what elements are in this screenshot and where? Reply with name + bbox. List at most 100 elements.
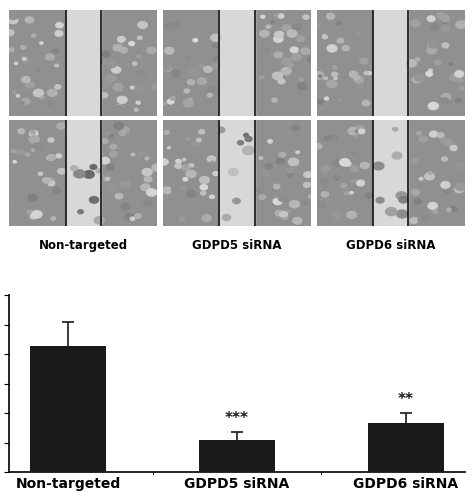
- Circle shape: [334, 77, 337, 80]
- Circle shape: [210, 45, 215, 49]
- Circle shape: [186, 170, 196, 178]
- Circle shape: [199, 130, 205, 134]
- Circle shape: [362, 100, 370, 106]
- Circle shape: [29, 136, 39, 143]
- Circle shape: [14, 62, 18, 64]
- Circle shape: [43, 178, 50, 183]
- Bar: [219, 10, 255, 116]
- Circle shape: [57, 123, 65, 129]
- Text: Non-targeted: Non-targeted: [39, 239, 128, 252]
- Bar: [163, 10, 219, 116]
- Circle shape: [22, 58, 27, 60]
- Circle shape: [113, 44, 122, 51]
- Circle shape: [419, 177, 423, 180]
- Circle shape: [46, 54, 54, 60]
- Circle shape: [159, 159, 168, 165]
- Circle shape: [333, 176, 339, 180]
- Bar: [317, 120, 373, 226]
- Circle shape: [142, 168, 152, 176]
- Circle shape: [175, 164, 182, 168]
- Circle shape: [211, 39, 215, 42]
- Circle shape: [138, 152, 143, 155]
- Circle shape: [303, 15, 309, 19]
- Circle shape: [128, 86, 135, 92]
- Circle shape: [46, 178, 55, 184]
- Circle shape: [200, 64, 204, 67]
- Circle shape: [52, 89, 56, 92]
- Circle shape: [428, 69, 432, 72]
- Circle shape: [440, 98, 448, 104]
- Circle shape: [78, 210, 83, 214]
- Circle shape: [307, 58, 313, 62]
- Circle shape: [345, 191, 350, 195]
- Circle shape: [268, 140, 273, 143]
- Circle shape: [413, 199, 421, 204]
- Circle shape: [415, 58, 420, 62]
- Circle shape: [130, 86, 134, 89]
- Circle shape: [364, 71, 368, 75]
- Circle shape: [90, 196, 99, 203]
- Circle shape: [30, 214, 37, 219]
- Circle shape: [47, 156, 51, 160]
- Circle shape: [292, 24, 302, 31]
- Circle shape: [101, 60, 108, 64]
- Circle shape: [187, 190, 196, 197]
- Circle shape: [299, 78, 304, 82]
- Circle shape: [301, 48, 310, 55]
- Circle shape: [114, 122, 124, 129]
- Circle shape: [456, 98, 461, 102]
- Circle shape: [171, 96, 175, 100]
- Circle shape: [118, 36, 125, 42]
- Circle shape: [259, 196, 263, 199]
- Circle shape: [442, 157, 447, 161]
- Circle shape: [185, 56, 190, 59]
- Circle shape: [55, 31, 63, 36]
- Circle shape: [429, 42, 438, 48]
- Circle shape: [333, 211, 342, 217]
- Bar: [101, 10, 157, 116]
- Bar: [368, 423, 444, 472]
- Bar: [317, 10, 373, 116]
- Circle shape: [138, 22, 147, 29]
- Circle shape: [110, 144, 117, 149]
- Text: GDPD6 siRNA: GDPD6 siRNA: [346, 239, 436, 252]
- Circle shape: [197, 138, 201, 142]
- Circle shape: [442, 43, 449, 48]
- Bar: [30, 346, 106, 472]
- Circle shape: [327, 80, 337, 88]
- Circle shape: [451, 75, 457, 80]
- Circle shape: [287, 63, 293, 67]
- Bar: [409, 120, 465, 226]
- Circle shape: [22, 98, 30, 104]
- Text: GDPD5 siRNA: GDPD5 siRNA: [192, 239, 282, 252]
- Circle shape: [116, 104, 123, 110]
- Bar: [101, 120, 157, 226]
- Circle shape: [367, 72, 372, 75]
- Circle shape: [273, 35, 283, 42]
- Circle shape: [259, 157, 263, 159]
- Bar: [373, 10, 409, 116]
- Circle shape: [287, 210, 290, 213]
- Circle shape: [167, 147, 171, 149]
- Circle shape: [152, 84, 158, 89]
- Circle shape: [282, 58, 292, 65]
- Bar: [65, 120, 101, 226]
- Circle shape: [106, 29, 111, 33]
- Circle shape: [121, 127, 129, 132]
- Circle shape: [320, 178, 328, 184]
- Circle shape: [341, 184, 346, 187]
- Circle shape: [351, 180, 356, 183]
- Circle shape: [58, 168, 65, 174]
- Circle shape: [274, 164, 278, 167]
- Circle shape: [414, 213, 419, 217]
- Circle shape: [147, 47, 156, 54]
- Circle shape: [429, 131, 438, 137]
- Circle shape: [58, 218, 63, 222]
- Circle shape: [135, 214, 141, 218]
- Circle shape: [182, 186, 186, 189]
- Circle shape: [149, 48, 155, 52]
- Circle shape: [260, 30, 269, 37]
- Circle shape: [271, 21, 274, 23]
- Circle shape: [350, 22, 356, 26]
- Circle shape: [137, 55, 141, 58]
